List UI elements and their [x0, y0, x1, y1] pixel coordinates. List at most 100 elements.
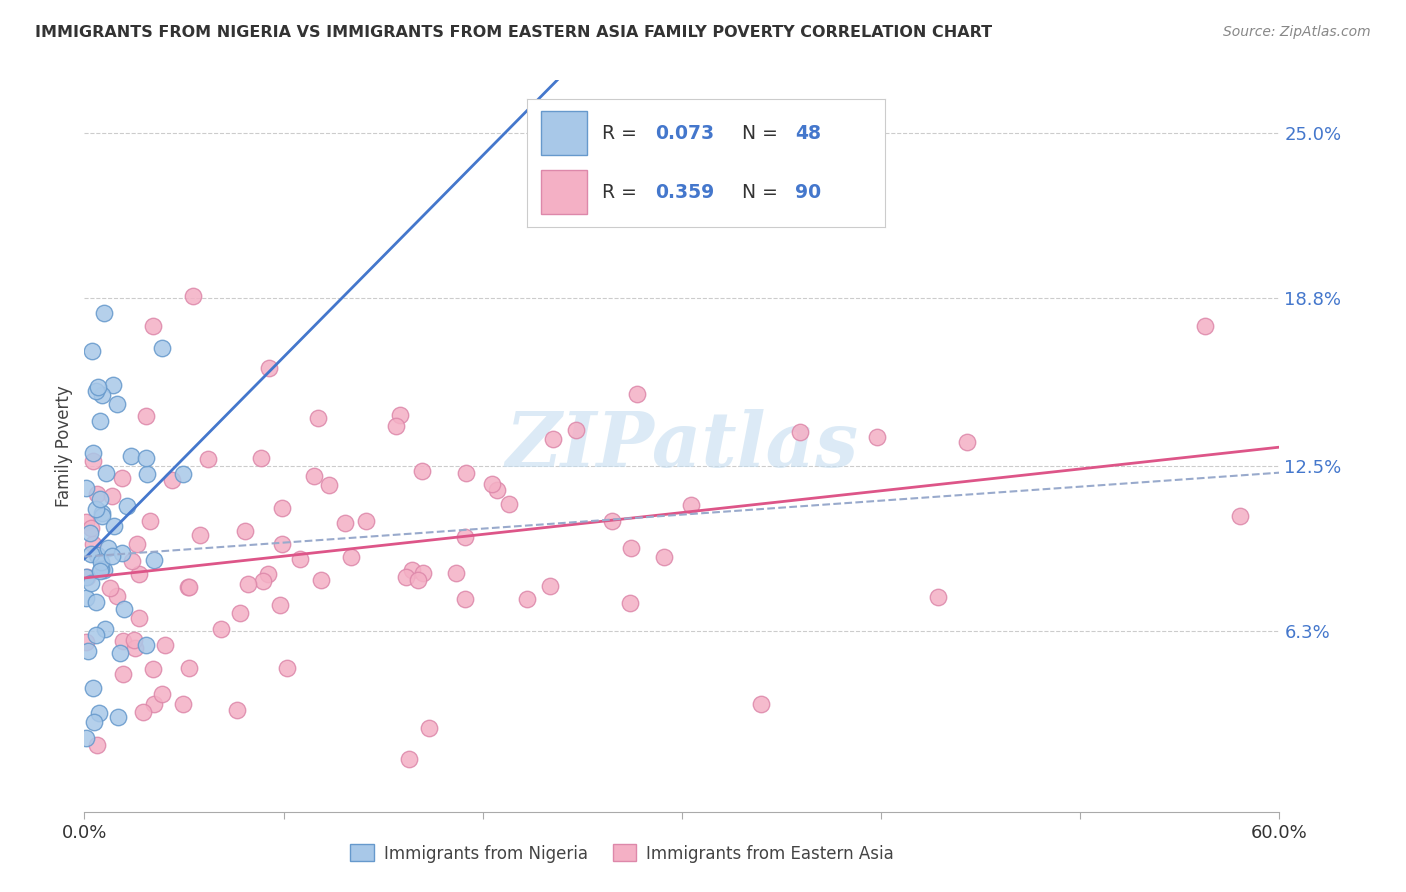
Point: [82, 537, 104, 551]
Point: [101, 378, 124, 392]
Point: [749, 697, 772, 711]
Point: [98, 582, 121, 596]
Point: [142, 662, 165, 676]
Point: [446, 566, 468, 581]
Point: [75, 481, 97, 495]
Point: [94, 622, 117, 636]
Point: [188, 528, 211, 542]
Point: [515, 591, 537, 606]
Point: [271, 500, 294, 515]
Point: [91, 509, 114, 524]
Point: [1229, 509, 1251, 524]
Point: [86, 594, 108, 608]
Point: [619, 596, 641, 610]
Point: [82, 343, 104, 358]
Point: [150, 687, 173, 701]
Point: [197, 452, 219, 467]
Point: [112, 601, 135, 615]
Point: [111, 633, 134, 648]
Point: [308, 411, 330, 425]
Point: [124, 641, 146, 656]
Point: [121, 449, 143, 463]
Point: [75, 591, 97, 606]
Text: ZIPatlas: ZIPatlas: [505, 409, 859, 483]
Point: [138, 514, 160, 528]
Point: [82, 681, 104, 695]
Point: [256, 567, 278, 582]
Point: [135, 409, 157, 423]
Point: [388, 408, 411, 422]
Point: [75, 635, 97, 649]
Point: [89, 491, 111, 506]
Point: [142, 697, 165, 711]
Point: [155, 639, 177, 653]
Point: [179, 660, 201, 674]
Point: [866, 430, 889, 444]
Point: [135, 450, 157, 465]
Point: [401, 563, 423, 577]
Point: [183, 289, 205, 303]
Point: [142, 552, 165, 566]
Point: [271, 537, 294, 551]
Point: [309, 574, 332, 588]
Point: [600, 514, 623, 528]
Point: [76, 569, 98, 583]
Point: [229, 606, 252, 620]
Point: [538, 578, 561, 592]
Point: [927, 590, 949, 604]
Point: [135, 638, 157, 652]
Point: [626, 387, 648, 401]
Point: [565, 424, 588, 438]
Point: [86, 487, 108, 501]
Point: [111, 667, 134, 681]
Point: [302, 469, 325, 483]
Point: [84, 628, 107, 642]
Text: Source: ZipAtlas.com: Source: ZipAtlas.com: [1223, 25, 1371, 39]
Point: [956, 434, 979, 449]
Point: [236, 577, 259, 591]
Point: [225, 703, 247, 717]
Point: [93, 563, 115, 577]
Point: [179, 580, 201, 594]
Point: [681, 498, 703, 512]
Point: [1194, 318, 1216, 333]
Point: [80, 575, 103, 590]
Point: [652, 550, 675, 565]
Point: [93, 306, 115, 320]
Point: [75, 515, 97, 529]
Y-axis label: Family Poverty: Family Poverty: [55, 385, 73, 507]
Point: [121, 554, 143, 568]
Point: [481, 476, 503, 491]
Point: [105, 397, 128, 411]
Point: [172, 697, 194, 711]
Point: [142, 318, 165, 333]
Point: [84, 501, 107, 516]
Point: [411, 465, 433, 479]
Point: [82, 446, 104, 460]
Point: [395, 570, 418, 584]
Point: [90, 388, 112, 402]
Point: [233, 524, 256, 538]
Point: [103, 519, 125, 533]
Point: [110, 646, 132, 660]
Point: [89, 706, 111, 721]
Point: [418, 722, 440, 736]
Point: [90, 555, 112, 569]
Point: [339, 549, 361, 564]
Point: [77, 644, 100, 658]
Point: [128, 610, 150, 624]
Point: [162, 473, 184, 487]
Point: [89, 564, 111, 578]
Point: [406, 573, 429, 587]
Point: [97, 541, 120, 555]
Point: [485, 483, 508, 497]
Point: [79, 526, 101, 541]
Point: [125, 536, 148, 550]
Point: [541, 432, 564, 446]
Point: [209, 622, 232, 636]
Legend: Immigrants from Nigeria, Immigrants from Eastern Asia: Immigrants from Nigeria, Immigrants from…: [344, 838, 900, 869]
Point: [86, 738, 108, 752]
Point: [150, 341, 173, 355]
Point: [454, 591, 477, 606]
Point: [128, 567, 150, 582]
